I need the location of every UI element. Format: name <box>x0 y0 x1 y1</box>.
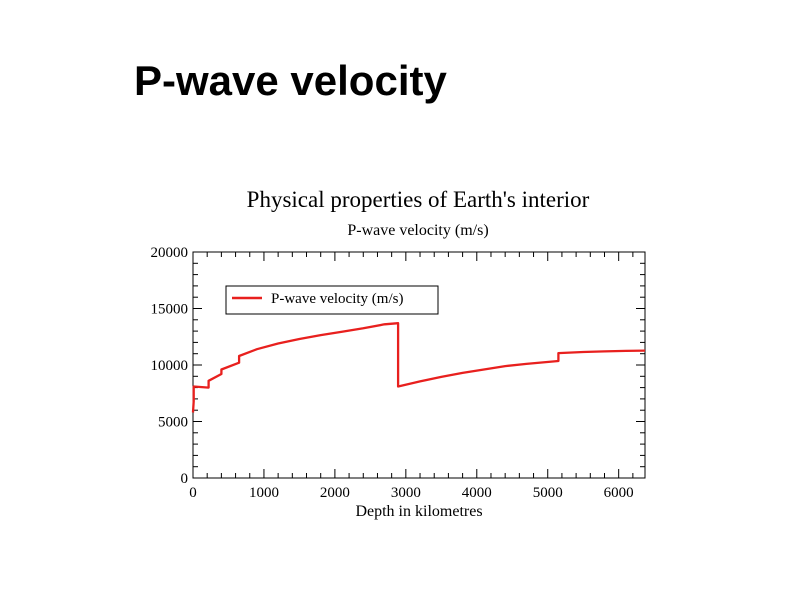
x-tick-label: 2000 <box>320 485 350 501</box>
y-tick-label: 15000 <box>151 302 189 318</box>
series-layer <box>191 322 646 413</box>
y-tick-label: 0 <box>181 471 189 487</box>
x-tick-label: 1000 <box>249 485 279 501</box>
legend: P-wave velocity (m/s) <box>225 285 439 315</box>
legend-label: P-wave velocity (m/s) <box>271 291 403 307</box>
x-tick-label: 5000 <box>533 485 563 501</box>
x-tick-label: 3000 <box>391 485 421 501</box>
y-tick-label: 10000 <box>151 358 189 374</box>
x-tick-label: 0 <box>189 485 197 501</box>
x-tick-label: 4000 <box>462 485 492 501</box>
x-axis-label: Depth in kilometres <box>355 503 482 520</box>
y-tick-label: 20000 <box>151 245 189 261</box>
x-tick-label: 6000 <box>604 485 634 501</box>
axis-ticks: 0 1000 2000 3000 4000 5000 6000 0 5000 10000 15000… <box>151 245 645 501</box>
slide-title: P-wave velocity <box>134 57 447 104</box>
series-line-p-wave-velocity <box>191 322 646 413</box>
y-tick-label: 5000 <box>158 415 188 431</box>
chart-title: Physical properties of Earth's interior <box>247 187 590 212</box>
legend-box <box>225 285 439 315</box>
chart-subtitle: P-wave velocity (m/s) <box>347 222 488 239</box>
